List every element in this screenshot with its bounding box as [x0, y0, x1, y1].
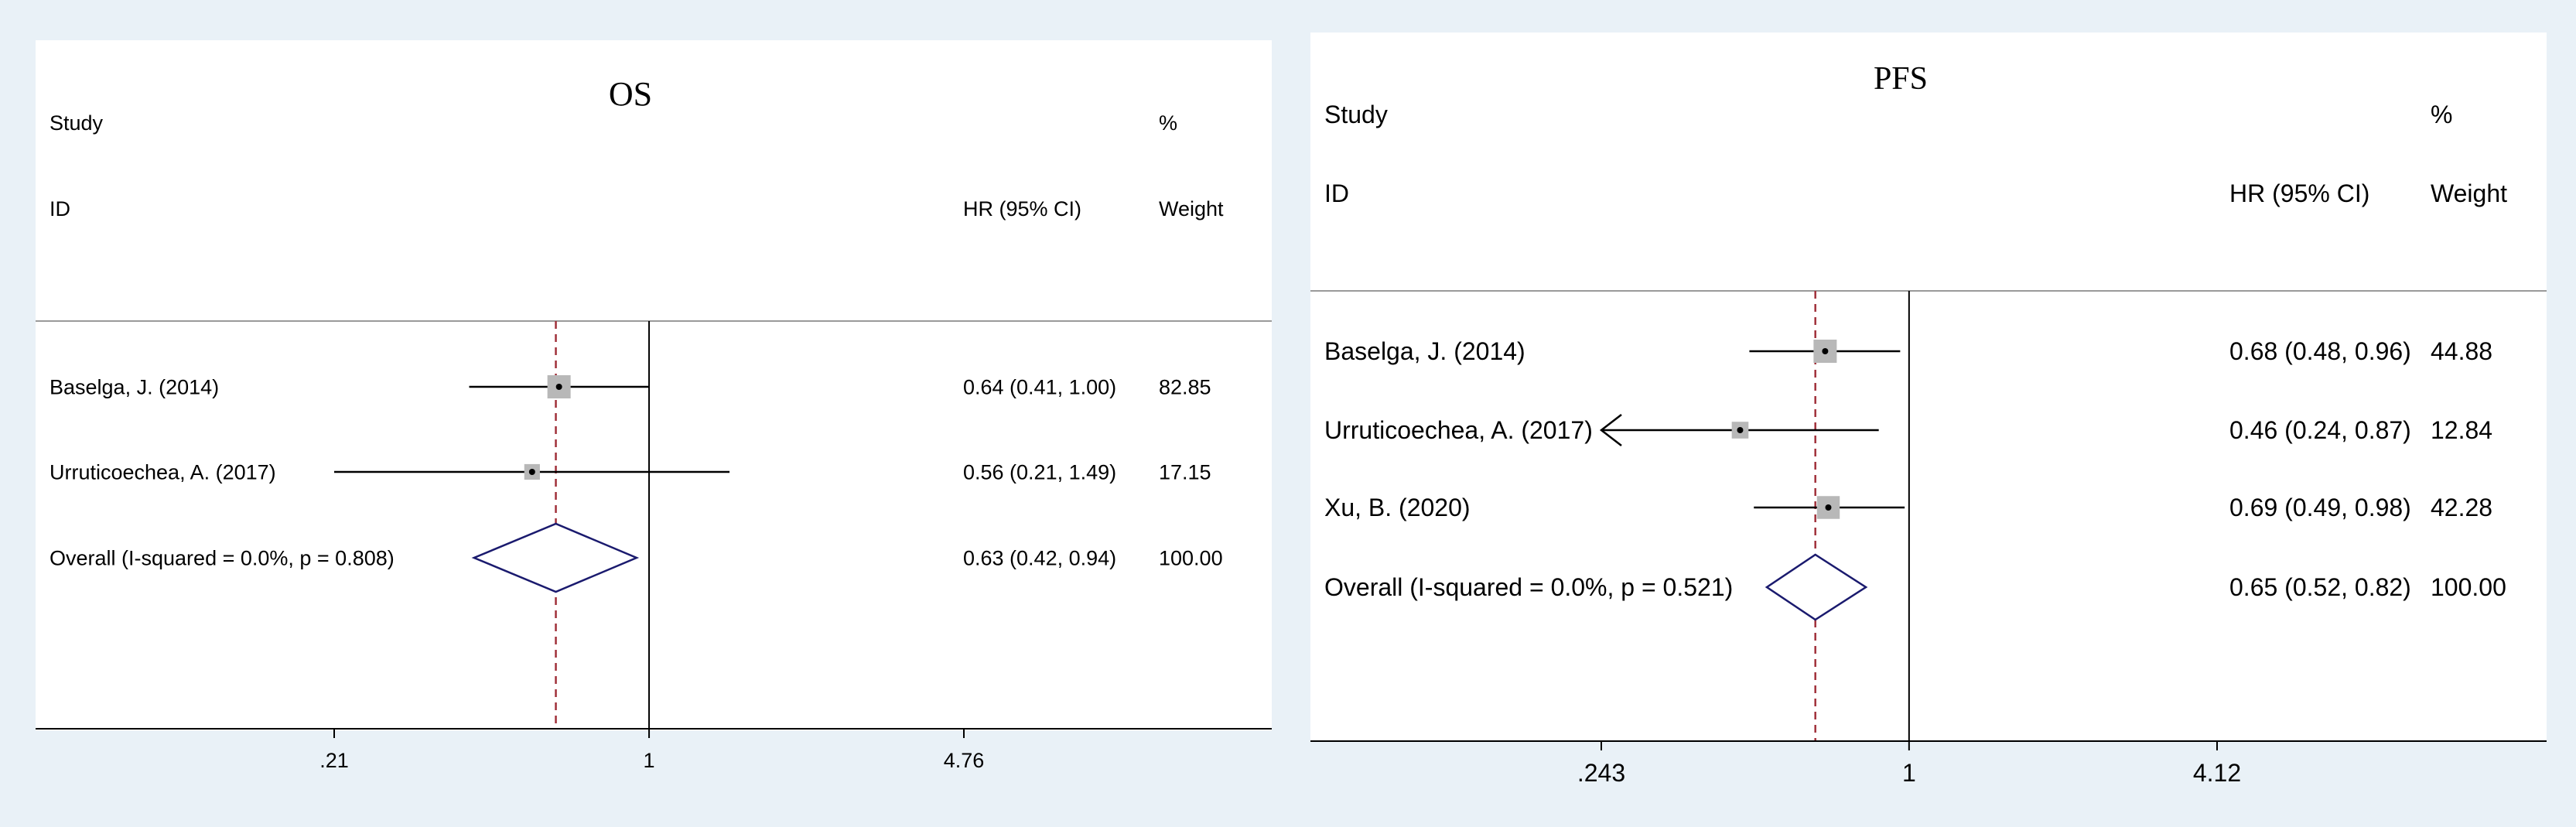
os-forest-plot: OS Study ID HR (95% CI)% Weight Baselga, J. (… — [36, 40, 1272, 772]
study-row: Xu, B. (2020) 0.69 (0.49, 0.98) 42.28 — [1324, 494, 2492, 521]
overall-diamond — [1765, 553, 1868, 621]
study-row: Baselga, J. (2014) 0.68 (0.48, 0.96) 44.88 — [1324, 337, 2492, 365]
header-study: Study — [50, 111, 104, 135]
study-effect: 0.64 (0.41, 1.00) — [963, 375, 1116, 398]
header-id: ID — [50, 197, 70, 220]
header-percent: % — [1159, 111, 1177, 135]
header-effect: HR (95% CI) — [963, 197, 1081, 220]
header-weight: Weight — [2431, 179, 2507, 207]
study-label: Baselga, J. (2014) — [50, 375, 219, 398]
header-weight: Weight — [1159, 197, 1224, 220]
x-tick-label: 1 — [1902, 759, 1916, 787]
point-estimate — [555, 384, 562, 390]
study-weight: 17.15 — [1159, 460, 1211, 484]
x-tick-label: 1 — [644, 749, 655, 772]
study-label: Baselga, J. (2014) — [1324, 337, 1525, 365]
chart-title: PFS — [1874, 61, 1928, 97]
study-row: Baselga, J. (2014) 0.64 (0.41, 1.00) 82.85 — [50, 375, 1211, 398]
overall-effect: 0.63 (0.42, 0.94) — [963, 546, 1116, 569]
x-tick-label: .243 — [1577, 759, 1625, 787]
study-row: Urruticoechea, A. (2017) 0.46 (0.24, 0.87… — [1324, 414, 2492, 446]
plot-panel — [36, 40, 1272, 730]
study-effect: 0.56 (0.21, 1.49) — [963, 460, 1116, 484]
point-estimate — [528, 469, 535, 475]
overall-row: Overall (I-squared = 0.0%, p = 0.521) 0.6… — [1324, 553, 2506, 621]
header-id: ID — [1324, 179, 1349, 207]
study-weight: 12.84 — [2431, 416, 2492, 444]
overall-row: Overall (I-squared = 0.0%, p = 0.808) 0.6… — [50, 522, 1223, 593]
study-weight: 44.88 — [2431, 337, 2492, 365]
overall-weight: 100.00 — [2431, 573, 2506, 601]
ci-clipped-arrow — [1599, 414, 1622, 446]
study-weight: 82.85 — [1159, 375, 1211, 398]
study-row: Urruticoechea, A. (2017) 0.56 (0.21, 1.49… — [50, 460, 1211, 484]
study-label: Urruticoechea, A. (2017) — [50, 460, 276, 484]
pfs-forest-plot: PFS Study ID HR (95% CI)% Weight Baselga, J. … — [1310, 32, 2547, 787]
chart-title: OS — [609, 75, 652, 113]
x-tick-label: 4.76 — [944, 749, 985, 772]
header-percent: % — [2431, 101, 2452, 128]
header-study: Study — [1324, 101, 1388, 128]
plot-panel — [1310, 32, 2547, 741]
x-tick-label: 4.12 — [2193, 759, 2241, 787]
study-effect: 0.46 (0.24, 0.87) — [2229, 416, 2411, 444]
study-effect: 0.69 (0.49, 0.98) — [2229, 494, 2411, 521]
study-weight: 42.28 — [2431, 494, 2492, 521]
overall-weight: 100.00 — [1159, 546, 1223, 569]
overall-label: Overall (I-squared = 0.0%, p = 0.521) — [1324, 573, 1733, 601]
point-estimate — [1822, 348, 1829, 354]
point-estimate — [1825, 504, 1832, 511]
study-label: Urruticoechea, A. (2017) — [1324, 416, 1593, 444]
study-effect: 0.68 (0.48, 0.96) — [2229, 337, 2411, 365]
x-tick-label: .21 — [319, 749, 349, 772]
point-estimate — [1737, 427, 1744, 433]
overall-diamond — [471, 522, 640, 593]
header-effect: HR (95% CI) — [2229, 179, 2369, 207]
study-label: Xu, B. (2020) — [1324, 494, 1471, 521]
overall-effect: 0.65 (0.52, 0.82) — [2229, 573, 2411, 601]
overall-label: Overall (I-squared = 0.0%, p = 0.808) — [50, 546, 395, 569]
